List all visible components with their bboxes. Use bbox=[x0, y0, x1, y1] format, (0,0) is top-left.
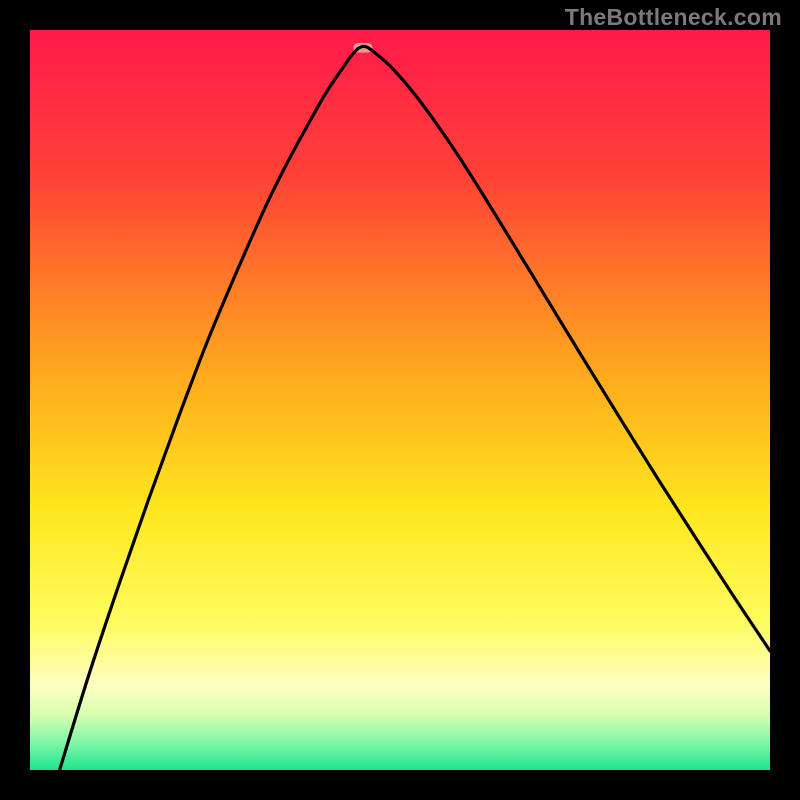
plot-background-gradient bbox=[30, 30, 770, 770]
bottleneck-chart-svg bbox=[0, 0, 800, 800]
chart-canvas: TheBottleneck.com bbox=[0, 0, 800, 800]
